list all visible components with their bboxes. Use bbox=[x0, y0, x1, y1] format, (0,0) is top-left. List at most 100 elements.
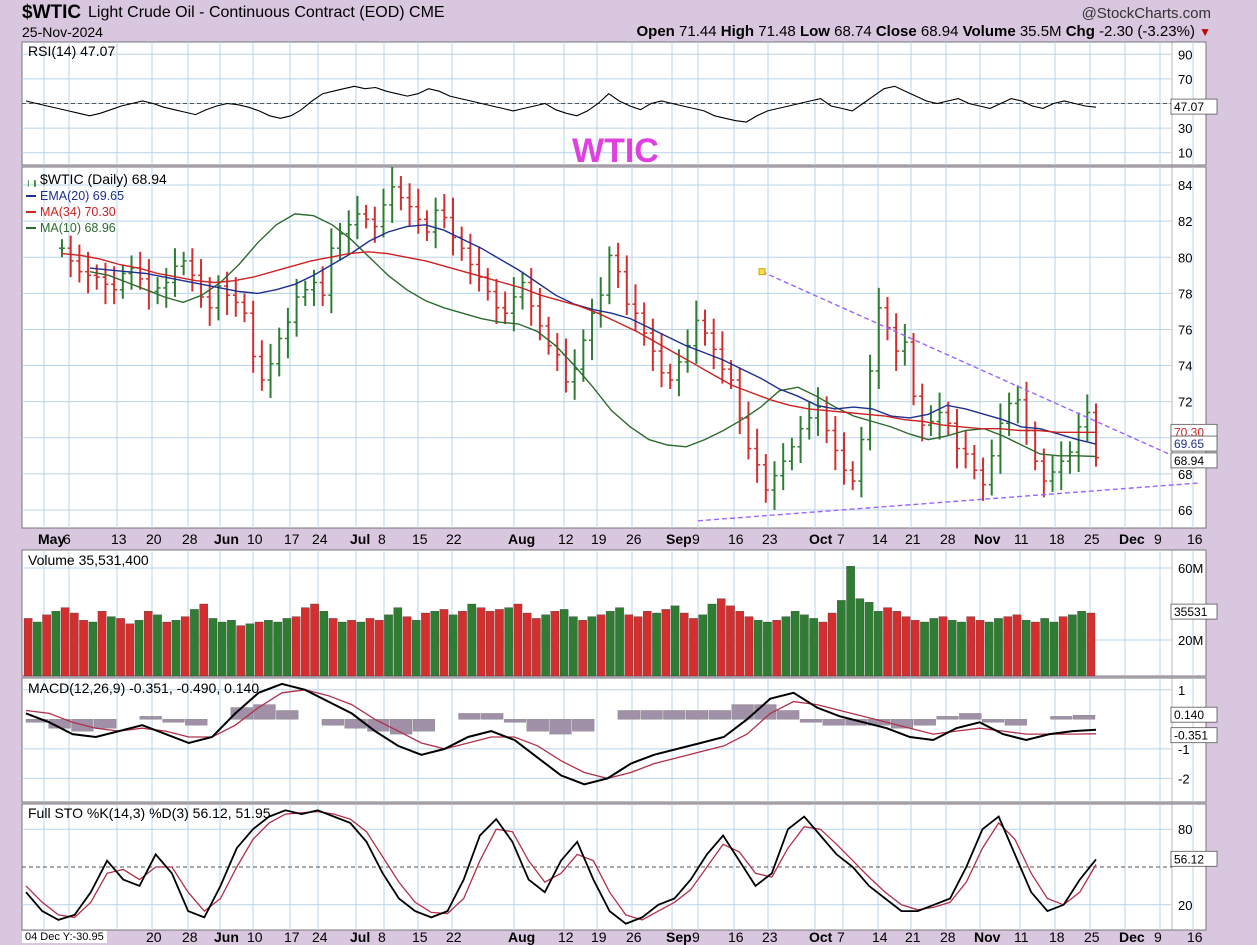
x-tick-label: 18 bbox=[1049, 929, 1065, 945]
volume-bar bbox=[901, 616, 911, 677]
volume-bar bbox=[513, 603, 523, 677]
volume-bar bbox=[800, 614, 809, 677]
ohlc-readout: Open 71.44 High 71.48 Low 68.74 Close 68… bbox=[637, 23, 1212, 40]
volume-bar bbox=[744, 616, 754, 677]
volume-bar bbox=[1058, 616, 1068, 677]
x-tick-label: 17 bbox=[284, 531, 300, 547]
x-tick-label: Dec bbox=[1119, 531, 1145, 547]
volume-bar bbox=[763, 621, 772, 677]
legend-item: $WTIC (Daily) 68.94 bbox=[40, 171, 167, 187]
x-tick-label: 6 bbox=[63, 531, 71, 547]
volume-bar bbox=[911, 620, 920, 677]
volume-bar bbox=[448, 614, 458, 677]
volume-bar bbox=[23, 618, 33, 677]
y-tick-label: 84 bbox=[1178, 178, 1192, 193]
x-tick-label: 12 bbox=[558, 531, 574, 547]
volume-bar bbox=[356, 621, 366, 677]
x-tick-label: 23 bbox=[762, 531, 778, 547]
y-tick-label: 1 bbox=[1178, 683, 1185, 698]
x-tick-label: 22 bbox=[446, 929, 462, 945]
macd-histogram-bar bbox=[139, 716, 162, 720]
trendline-upper bbox=[761, 271, 1194, 466]
panel-1 bbox=[21, 166, 1207, 529]
x-tick-label: 8 bbox=[378, 531, 386, 547]
low-value: 68.74 bbox=[834, 23, 872, 40]
volume-bar bbox=[522, 612, 532, 677]
macd-histogram-bar bbox=[868, 719, 891, 726]
volume-value: 35.5M bbox=[1019, 23, 1062, 40]
volume-bar bbox=[569, 616, 578, 677]
macd-histogram-bar bbox=[185, 719, 208, 726]
macd-histogram-bar bbox=[503, 719, 527, 723]
volume-bar bbox=[809, 618, 818, 677]
y-tick-label: 74 bbox=[1178, 359, 1192, 374]
volume-bar bbox=[781, 616, 791, 677]
volume-bar bbox=[33, 621, 42, 677]
panel-background bbox=[21, 677, 1207, 803]
y-tick-label: 82 bbox=[1178, 214, 1192, 229]
volume-bar bbox=[578, 620, 587, 677]
x-tick-label: 20 bbox=[146, 929, 162, 945]
chg-value: -2.30 (-3.23%) bbox=[1099, 23, 1195, 40]
price-panel: 84828078767472706866╷╻$WTIC (Daily) 68.9… bbox=[22, 167, 1218, 522]
value-tag bbox=[1170, 850, 1218, 867]
x-tick-label: 9 bbox=[1154, 929, 1162, 945]
macd-histogram-bar bbox=[526, 719, 549, 732]
x-tick-label: 28 bbox=[182, 531, 198, 547]
volume-bar bbox=[633, 616, 643, 677]
low-label: Low bbox=[799, 23, 830, 40]
macd-histogram-bar bbox=[253, 704, 276, 720]
macd-line bbox=[25, 682, 1097, 786]
volume-bar bbox=[541, 614, 550, 677]
value-tag-label: 69.65 bbox=[1174, 437, 1204, 451]
x-tick-label: Jun bbox=[214, 929, 239, 945]
volume-bar bbox=[920, 621, 929, 677]
volume-bar bbox=[615, 607, 624, 677]
y-tick-label: 10 bbox=[1178, 146, 1192, 161]
y-tick-label: 60M bbox=[1178, 561, 1203, 576]
volume-bar bbox=[162, 621, 172, 677]
x-tick-label: 23 bbox=[762, 929, 778, 945]
volume-bar bbox=[1003, 616, 1012, 677]
x-tick-label: 7 bbox=[837, 929, 845, 945]
macd-histogram-bar bbox=[1004, 719, 1027, 726]
x-tick-label: 13 bbox=[111, 531, 127, 547]
value-tag-label: 0.140 bbox=[1174, 708, 1204, 722]
volume-bar bbox=[430, 611, 440, 677]
macd-histogram-bar bbox=[412, 719, 435, 732]
volume-bar bbox=[485, 611, 495, 677]
macd-histogram-bar bbox=[572, 719, 595, 732]
x-tick-label: 22 bbox=[446, 531, 462, 547]
volume-bar bbox=[1077, 611, 1086, 677]
volume-bar bbox=[199, 603, 208, 677]
value-tag bbox=[1170, 435, 1218, 452]
x-tick-label: 24 bbox=[312, 531, 328, 547]
volume-bar bbox=[874, 611, 883, 677]
volume-bar bbox=[70, 612, 79, 677]
volume-bar bbox=[698, 614, 708, 677]
open-value: 71.44 bbox=[679, 23, 717, 40]
y-tick-label: 78 bbox=[1178, 286, 1192, 301]
x-tick-label: 21 bbox=[905, 531, 921, 547]
volume-bar bbox=[892, 611, 902, 677]
macd-histogram-bar bbox=[94, 719, 117, 729]
volume-bar bbox=[347, 620, 356, 677]
volume-bar bbox=[606, 611, 615, 677]
volume-bar bbox=[291, 616, 301, 677]
overlay-title: WTIC bbox=[572, 132, 659, 170]
macd-histogram-bar bbox=[1050, 716, 1073, 720]
volume-bar bbox=[837, 600, 846, 677]
volume-bar bbox=[476, 607, 486, 677]
ma10-line bbox=[89, 213, 1097, 458]
volume-bar bbox=[42, 614, 51, 677]
macd-signal-line bbox=[25, 689, 1097, 780]
volume-bar bbox=[97, 611, 107, 677]
volume-bar bbox=[689, 618, 698, 677]
volume-bar bbox=[458, 611, 467, 677]
volume-bar bbox=[818, 621, 828, 677]
x-tick-label: Dec bbox=[1119, 929, 1145, 945]
macd-histogram-bar bbox=[640, 710, 663, 720]
volume-bar bbox=[393, 607, 403, 677]
rsi-line bbox=[25, 85, 1097, 123]
